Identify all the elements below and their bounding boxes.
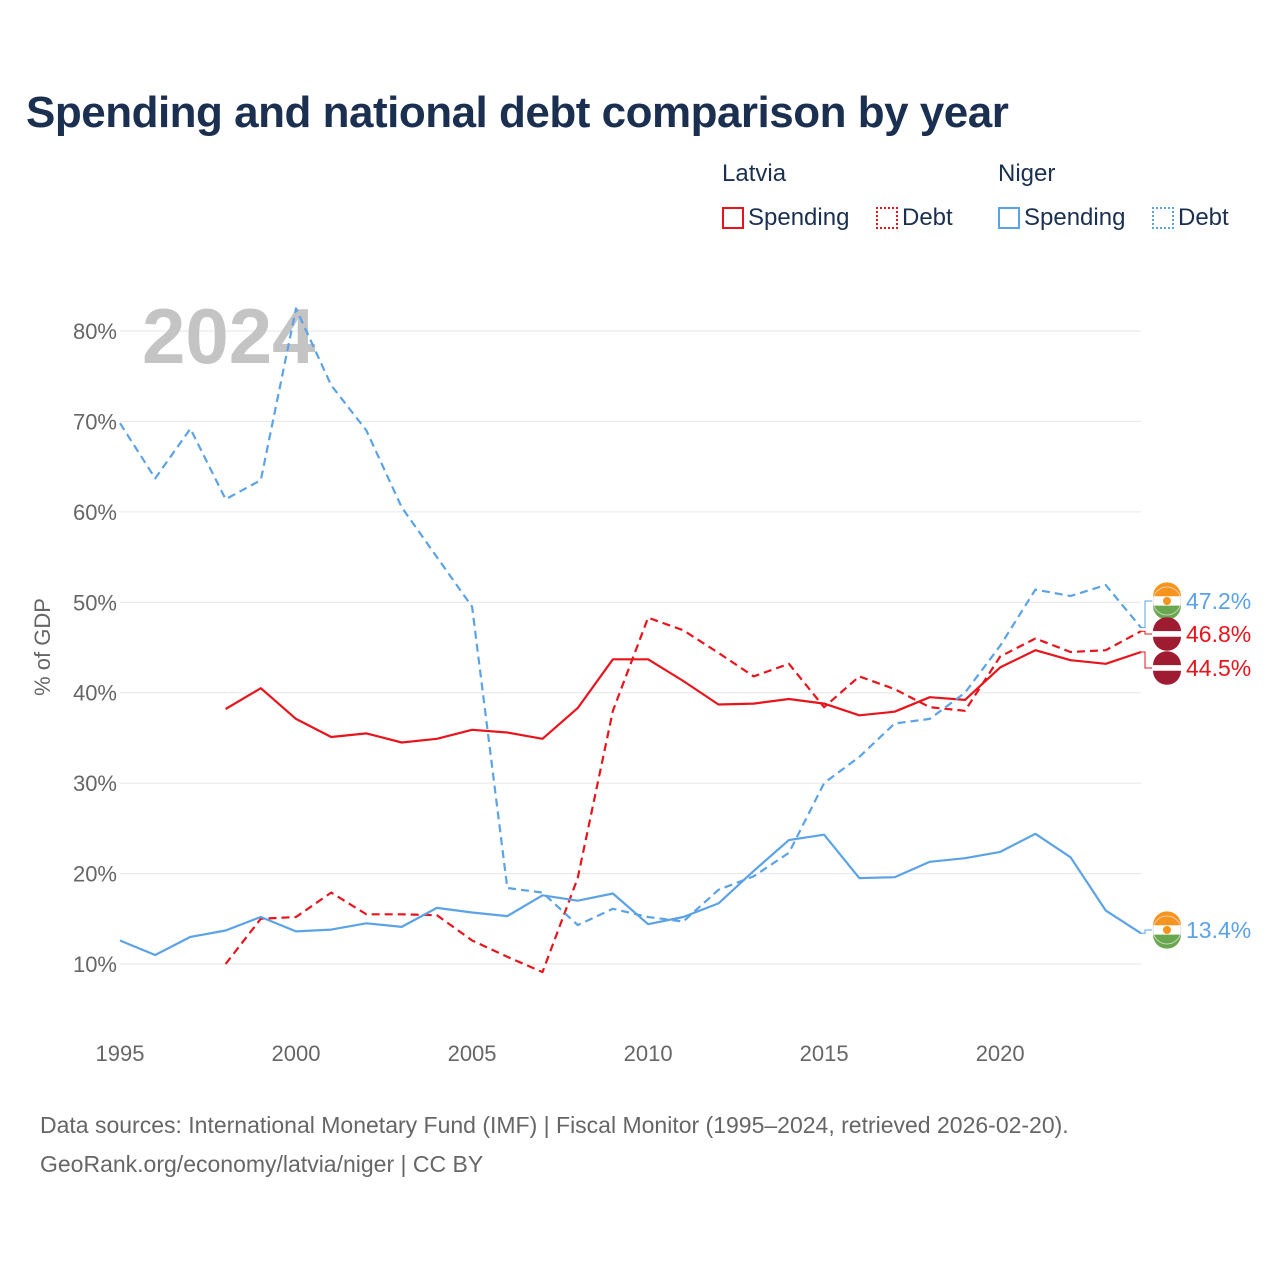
y-axis-label: % of GDP <box>30 598 55 696</box>
x-tick-label: 2000 <box>272 1041 321 1066</box>
x-tick-label: 2005 <box>448 1041 497 1066</box>
end-value-label: 46.8% <box>1186 621 1251 647</box>
legend-swatch-solid-icon <box>722 207 744 229</box>
legend-label: Debt <box>1178 204 1229 231</box>
grid-lines <box>120 330 1141 965</box>
legend-group-niger: Niger <box>998 160 1056 187</box>
end-labels: 47.2% 46.8% 44.5% 13.4% <box>1141 582 1251 949</box>
y-tick-label: 30% <box>73 771 117 796</box>
end-label-connector <box>1141 630 1152 635</box>
series-lines <box>119 307 1142 974</box>
x-tick-label: 2015 <box>800 1041 849 1066</box>
x-tick-label: 2020 <box>976 1041 1025 1066</box>
legend-swatch-solid-icon <box>998 207 1020 229</box>
y-tick-label: 40% <box>73 681 117 706</box>
latvia-spending-line[interactable] <box>225 649 1142 744</box>
niger-debt-line[interactable] <box>119 307 1142 927</box>
legend-swatch-dotted-icon <box>876 207 898 229</box>
end-value-label: 47.2% <box>1186 588 1251 614</box>
legend-item-latvia-spending[interactable]: Spending <box>722 204 849 232</box>
y-tick-label: 80% <box>73 319 117 344</box>
end-label-connector <box>1141 929 1152 934</box>
end-label-connector <box>1141 651 1152 669</box>
legend-label: Spending <box>748 204 850 231</box>
legend-group-latvia: Latvia <box>722 160 787 187</box>
niger-flag-icon <box>1152 582 1182 620</box>
x-axis-ticks: 1995 2000 2005 2010 2015 2020 <box>96 1041 1025 1066</box>
y-tick-label: 60% <box>73 500 117 525</box>
latvia-flag-icon <box>1153 617 1181 651</box>
legend-item-latvia-debt[interactable]: Debt <box>876 204 953 232</box>
footer: Data sources: International Monetary Fun… <box>40 1106 1069 1184</box>
end-label-connector <box>1141 600 1152 629</box>
legend-label: Spending <box>1024 204 1126 231</box>
y-tick-label: 20% <box>73 862 117 887</box>
x-tick-label: 1995 <box>96 1041 145 1066</box>
legend-label: Debt <box>902 204 953 231</box>
chart-title: Spending and national debt comparison by… <box>26 88 1009 137</box>
end-value-label: 44.5% <box>1186 655 1251 681</box>
year-watermark: 2024 <box>142 292 316 380</box>
y-tick-label: 50% <box>73 590 117 615</box>
niger-spending-line[interactable] <box>119 832 1142 957</box>
niger-flag-icon <box>1152 911 1182 949</box>
end-value-label: 13.4% <box>1186 917 1251 943</box>
legend-swatch-dotted-icon <box>1152 207 1174 229</box>
credit-link[interactable]: GeoRank.org/economy/latvia/niger | CC BY <box>40 1151 484 1177</box>
latvia-flag-icon <box>1153 651 1181 685</box>
legend-item-niger-spending[interactable]: Spending <box>998 204 1125 232</box>
latvia-debt-line[interactable] <box>224 616 1142 974</box>
legend-item-niger-debt[interactable]: Debt <box>1152 204 1229 232</box>
data-sources: Data sources: International Monetary Fun… <box>40 1112 1069 1138</box>
x-tick-label: 2010 <box>624 1041 673 1066</box>
y-axis-ticks: 10% 20% 30% 40% 50% 60% 70% 80% <box>73 319 117 977</box>
y-tick-label: 70% <box>73 409 117 434</box>
y-tick-label: 10% <box>73 952 117 977</box>
